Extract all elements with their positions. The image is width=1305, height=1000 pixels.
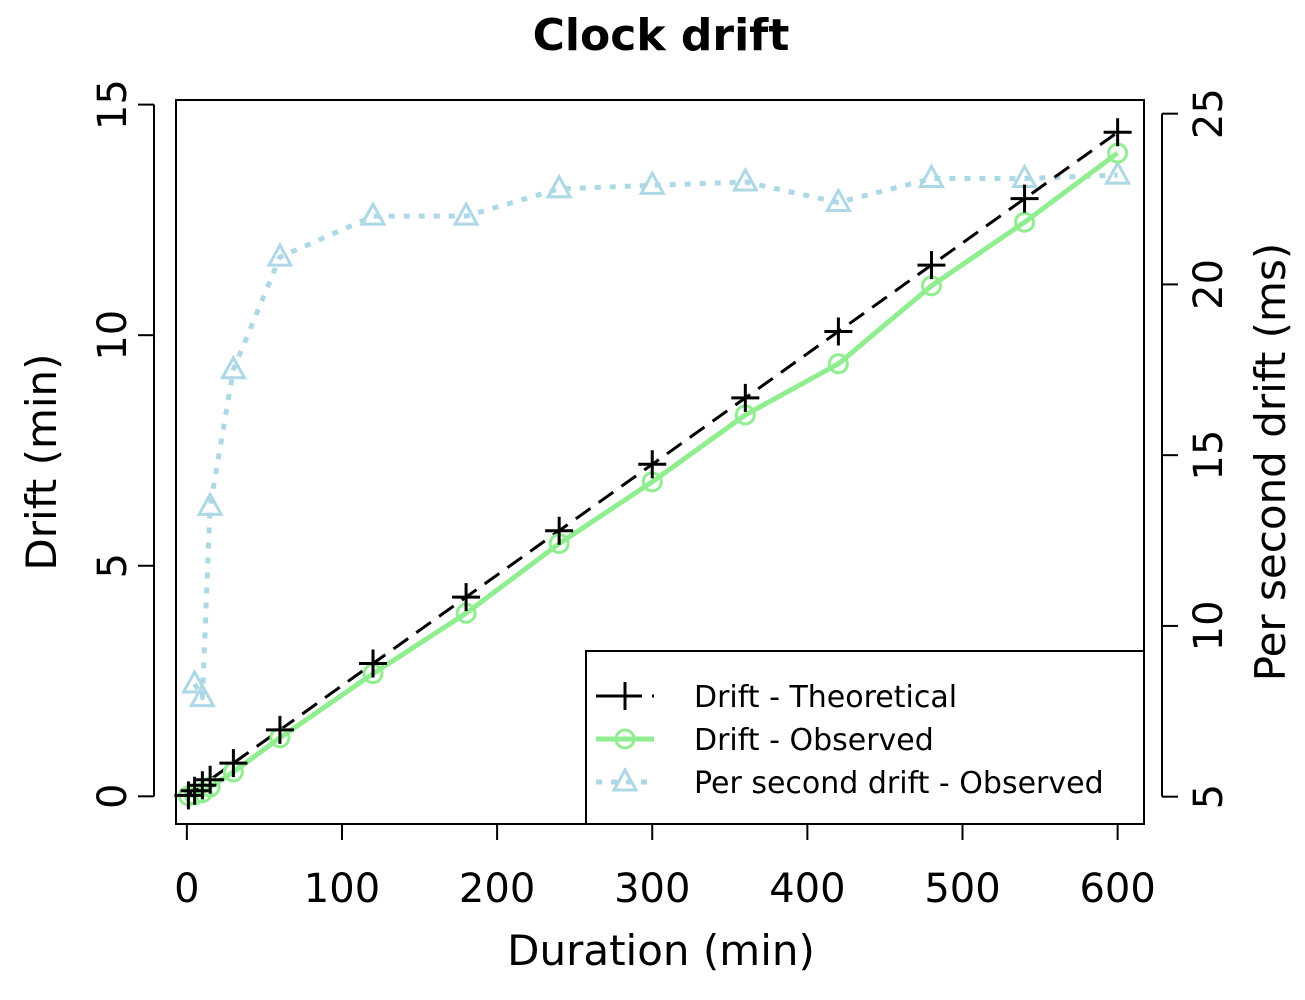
series-0-point-2 <box>188 771 217 800</box>
x-axis: 0 100 200 300 400 500 600 <box>174 823 1156 912</box>
x-axis-label: Duration (min) <box>507 926 815 975</box>
series-0-point-11 <box>824 317 853 346</box>
series-2-point-7 <box>545 173 573 199</box>
y-tick-label-2: 10 <box>90 310 136 361</box>
series-2-point-3 <box>219 354 247 380</box>
legend-marker-0 <box>611 682 639 710</box>
chart-title: Clock drift <box>533 10 790 61</box>
plot-markers <box>174 118 1132 810</box>
series-2-point-2 <box>196 491 224 516</box>
x-tick-label-1: 100 <box>304 866 380 912</box>
x-tick-label-2: 200 <box>459 866 535 912</box>
series-2-point-8 <box>638 170 666 195</box>
series-2-point-13 <box>1104 160 1132 185</box>
x-tick-label-5: 500 <box>924 866 1000 912</box>
series-0-point-12 <box>917 251 946 280</box>
series-2-point-11 <box>917 163 946 189</box>
y-tick-label-1: 5 <box>90 553 136 578</box>
legend-marker-1 <box>614 728 636 750</box>
x-tick-label-6: 600 <box>1079 866 1155 912</box>
series-1-point-11 <box>827 353 849 375</box>
series-0-point-13 <box>1010 184 1039 213</box>
y2-tick-label-2: 15 <box>1186 430 1232 481</box>
y-axis-label: Drift (min) <box>17 353 66 570</box>
x-tick-label-3: 300 <box>614 866 690 912</box>
series-2-point-9 <box>731 166 759 192</box>
series-0-point-14 <box>1103 118 1132 147</box>
series-0-point-7 <box>452 583 481 612</box>
y2-tick-label-0: 5 <box>1186 784 1232 809</box>
series-0-point-6 <box>359 649 388 678</box>
series-2-point-4 <box>266 241 294 267</box>
series-0-point-5 <box>265 715 294 744</box>
series-2-point-0 <box>181 668 209 694</box>
y2-axis: 5 10 15 20 25 <box>1161 88 1232 809</box>
y-axis: 0 5 10 15 <box>90 79 155 809</box>
series-0-point-8 <box>545 516 574 545</box>
series-0-point-3 <box>196 765 225 794</box>
y-tick-label-3: 15 <box>90 79 136 130</box>
series-0-point-1 <box>180 776 209 805</box>
x-tick-label-4: 400 <box>769 866 845 912</box>
legend-label-0: Drift - Theoretical <box>694 680 957 715</box>
series-0-point-9 <box>638 450 667 479</box>
y2-tick-label-1: 10 <box>1186 600 1232 651</box>
y2-tick-label-4: 25 <box>1186 88 1232 139</box>
legend-marker-2 <box>611 766 639 792</box>
y2-axis-label: Per second drift (ms) <box>1246 243 1295 681</box>
series-2-point-5 <box>359 201 387 226</box>
series-0-point-10 <box>731 383 760 412</box>
series-1-point-13 <box>1014 211 1036 233</box>
y-tick-label-0: 0 <box>90 784 136 809</box>
series-2-point-6 <box>452 201 480 226</box>
legend-box <box>585 650 1145 825</box>
legend-label-1: Drift - Observed <box>694 723 934 758</box>
series-line-2 <box>192 172 1118 701</box>
legend-label-2: Per second drift - Observed <box>694 766 1104 801</box>
x-tick-label-0: 0 <box>174 866 199 912</box>
series-0-point-4 <box>219 749 248 778</box>
legend: Drift - Theoretical Drift - Observed Per s… <box>585 650 1145 825</box>
series-2-point-1 <box>188 682 216 708</box>
y2-tick-label-3: 20 <box>1186 259 1232 310</box>
series-2-point-10 <box>824 187 852 212</box>
